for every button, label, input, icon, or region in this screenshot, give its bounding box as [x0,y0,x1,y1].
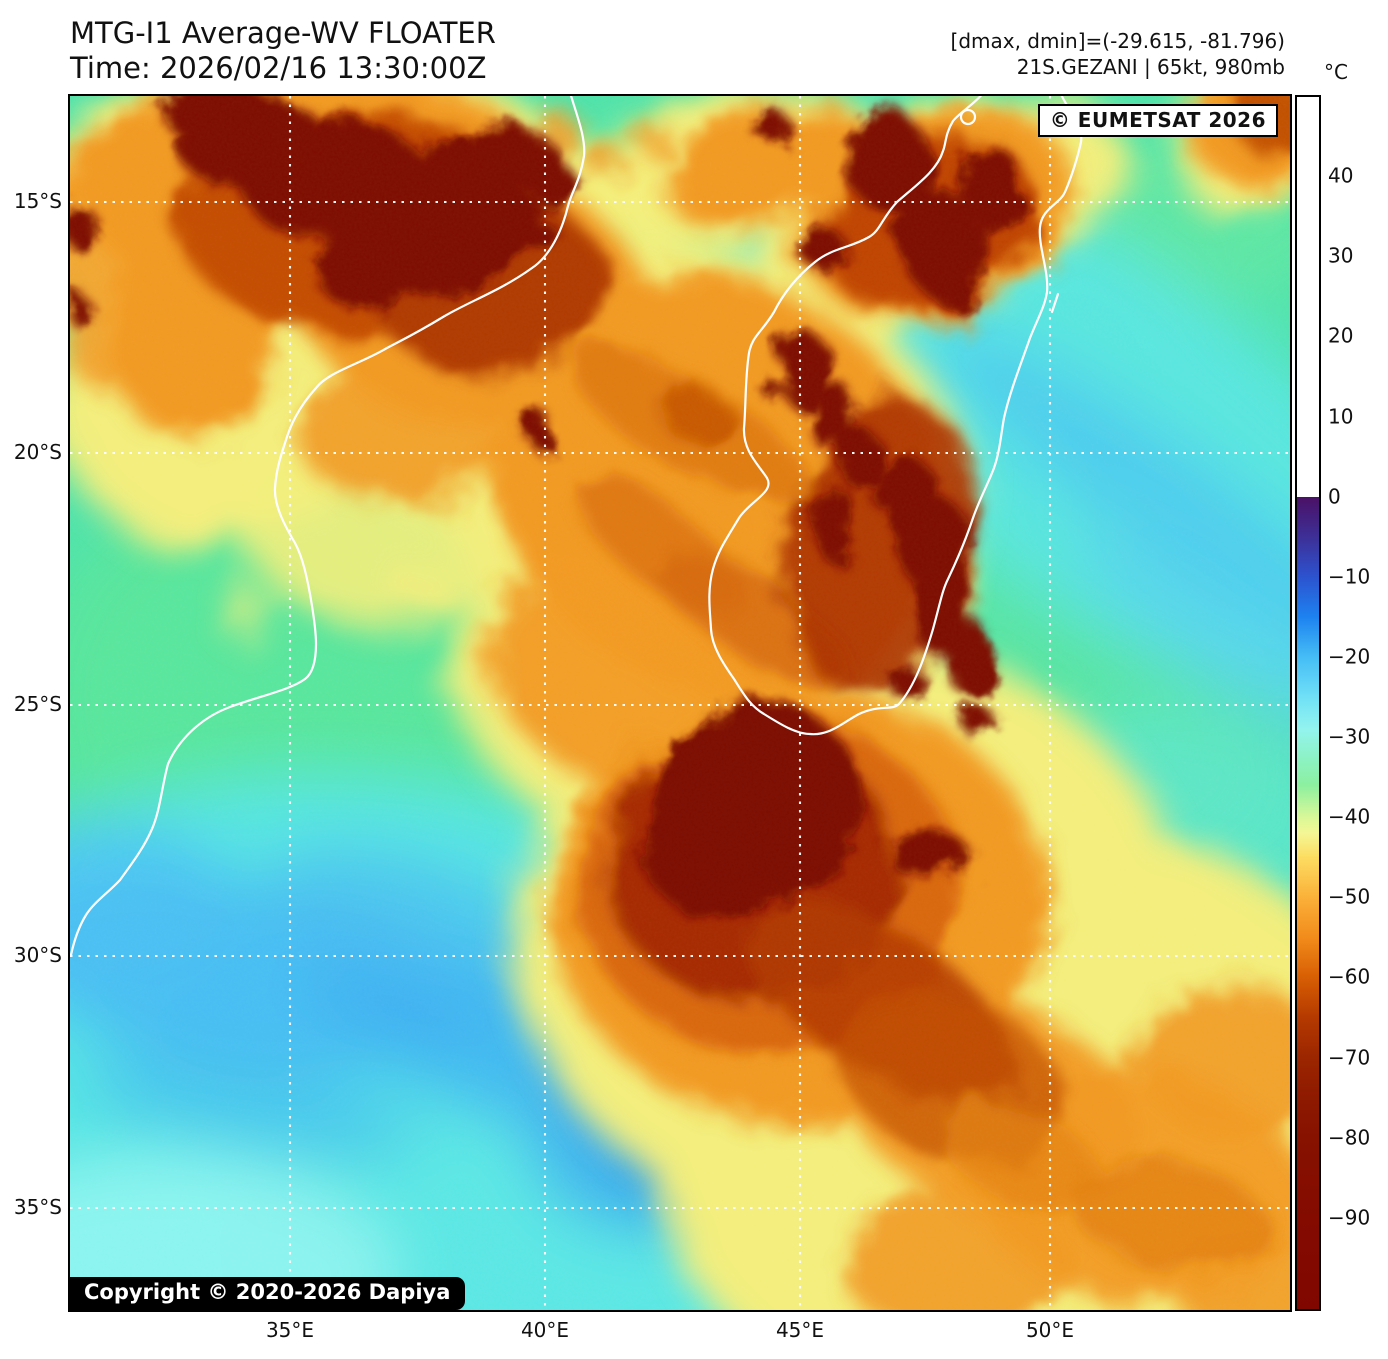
colorbar-tick-label: −90 [1328,1205,1371,1230]
image-grain-texture [70,96,1290,1310]
page-title: MTG-I1 Average-WV FLOATER Time: 2026/02/… [70,16,496,86]
lon-tick-label: 50°E [1025,1318,1075,1342]
storm-metadata: [dmax, dmin]=(-29.615, -81.796) 21S.GEZA… [951,28,1285,80]
colorbar-tick-label: −70 [1328,1045,1371,1070]
colorbar-tick-label: −10 [1328,564,1371,589]
colorbar-tick-label: 30 [1328,243,1354,268]
colorbar [1295,95,1321,1311]
lat-tick-label: 35°S [13,1194,62,1219]
satellite-image [70,96,1290,1310]
colorbar-gradient [1297,97,1319,1309]
colorbar-tick-label: −40 [1328,804,1371,829]
lat-tick-label: 30°S [13,942,62,967]
eumetsat-badge: © EUMETSAT 2026 [1037,104,1278,137]
lat-tick-label: 20°S [13,439,62,464]
lon-tick-label: 35°E [265,1318,315,1342]
colorbar-tick-label: 20 [1328,323,1354,348]
lat-tick-label: 15°S [13,188,62,213]
coastlines [70,96,1083,957]
coastline-africa [70,96,586,957]
lon-tick-label: 40°E [520,1318,570,1342]
lat-tick-label: 25°S [13,691,62,716]
colorbar-tick-label: −30 [1328,724,1371,749]
storm-id-intensity: 21S.GEZANI | 65kt, 980mb [1016,55,1285,79]
title-line1: MTG-I1 Average-WV FLOATER [70,16,496,50]
colorbar-tick-label: −20 [1328,644,1371,669]
island-nosy-be [959,108,977,126]
colorbar-tick-label: 10 [1328,404,1354,429]
island-sainte-marie [1050,292,1060,314]
satellite-map: © EUMETSAT 2026 Copyright © 2020-2026 Da… [68,94,1292,1312]
dmax-dmin-readout: [dmax, dmin]=(-29.615, -81.796) [950,29,1285,53]
coastline-madagascar [708,96,1083,736]
colorbar-tick-label: −80 [1328,1125,1371,1150]
copyright-badge: Copyright © 2020-2026 Dapiya [69,1277,466,1310]
lon-tick-label: 45°E [775,1318,825,1342]
colorbar-tick-label: −60 [1328,964,1371,989]
graticule [70,96,1290,1310]
colorbar-tick-label: 40 [1328,163,1354,188]
title-line2: Time: 2026/02/16 13:30:00Z [70,51,487,85]
colorbar-tick-label: −50 [1328,884,1371,909]
colorbar-tick-label: 0 [1328,484,1341,509]
colorbar-unit-label: °C [1324,60,1348,84]
